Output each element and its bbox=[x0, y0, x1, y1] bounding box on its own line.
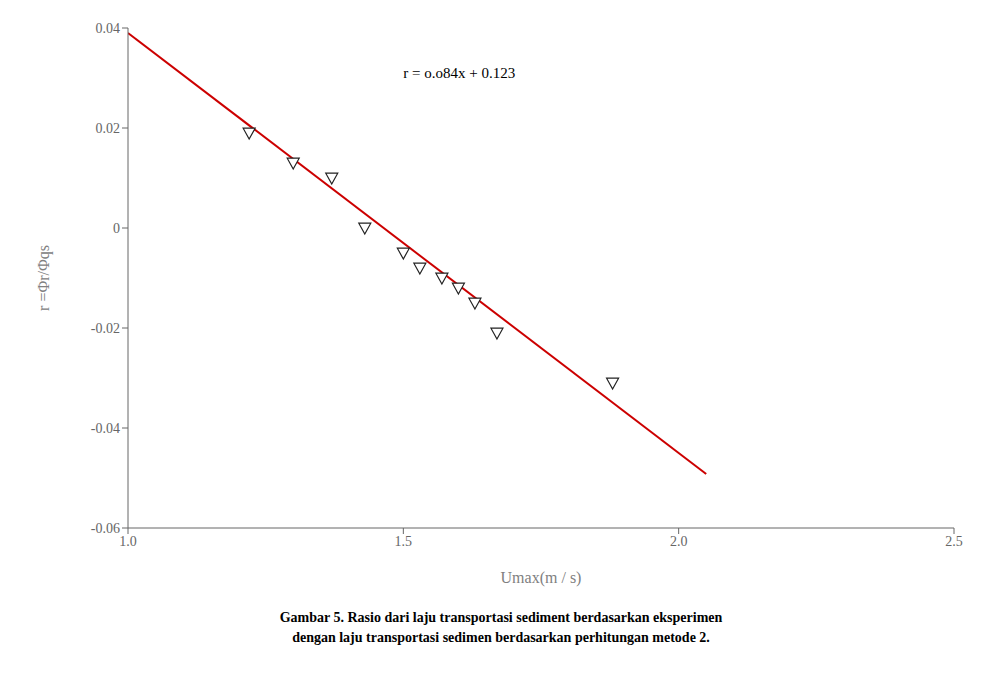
svg-text:0: 0 bbox=[113, 221, 120, 236]
svg-text:Umax(m / s): Umax(m / s) bbox=[501, 569, 582, 587]
svg-text:-0.02: -0.02 bbox=[91, 321, 120, 336]
svg-text:-0.04: -0.04 bbox=[91, 421, 120, 436]
html-text:Gambar 5. Rasio dari laju tran: Gambar 5. Rasio dari laju transportasi s… bbox=[279, 610, 723, 625]
svg-text:2.0: 2.0 bbox=[670, 534, 688, 549]
svg-text:r = o.o84x + 0.123: r = o.o84x + 0.123 bbox=[403, 65, 515, 81]
svg-text:2.5: 2.5 bbox=[945, 534, 963, 549]
svg-text:-0.06: -0.06 bbox=[91, 521, 120, 536]
svg-text:1.5: 1.5 bbox=[395, 534, 413, 549]
svg-text:0.02: 0.02 bbox=[96, 121, 121, 136]
html-text:dengan laju transportasi sedim: dengan laju transportasi sedimen berdasa… bbox=[292, 630, 710, 645]
svg-text:1.0: 1.0 bbox=[119, 534, 137, 549]
svg-text:r =Φr/Φqs: r =Φr/Φqs bbox=[35, 245, 53, 311]
svg-text:0.04: 0.04 bbox=[96, 21, 121, 36]
